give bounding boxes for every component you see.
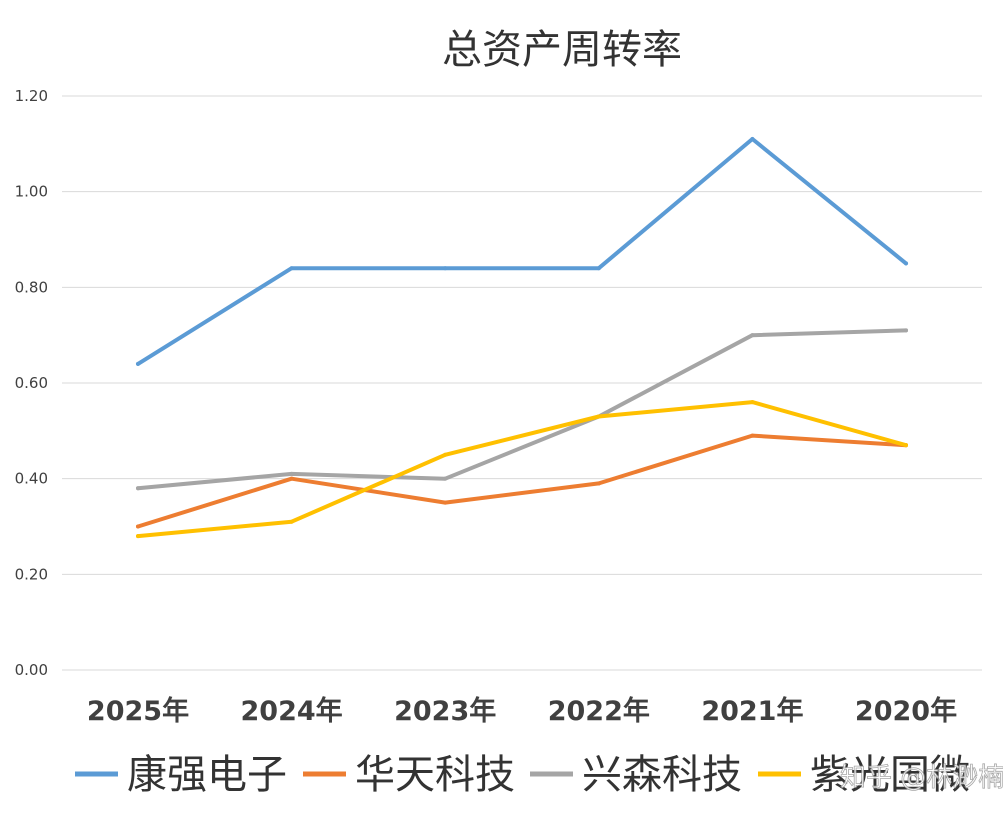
data-point — [443, 476, 448, 481]
y-axis: 0.00 0.20 0.40 0.60 0.80 1.00 1.20 — [15, 87, 48, 679]
data-point — [596, 414, 601, 419]
x-tick-label: 2022年 — [548, 695, 650, 727]
y-tick-label: 0.20 — [15, 565, 48, 583]
data-point — [136, 361, 140, 366]
data-point — [289, 476, 294, 481]
data-point — [289, 519, 294, 524]
y-tick-label: 1.00 — [15, 183, 48, 201]
chart-title: 总资产周转率 — [442, 27, 682, 73]
data-point — [750, 333, 755, 338]
data-point — [136, 534, 140, 539]
data-point — [289, 471, 294, 476]
gridlines — [62, 95, 982, 671]
data-point — [596, 266, 601, 271]
data-point — [904, 443, 908, 448]
y-tick-label: 0.00 — [15, 661, 48, 679]
data-point — [750, 433, 755, 438]
data-point — [443, 500, 448, 505]
legend: 康强电子 华天科技 兴森科技 紫光国微 — [75, 752, 970, 798]
y-tick-label: 1.20 — [15, 87, 48, 105]
data-point — [750, 400, 755, 405]
legend-label: 康强电子 — [127, 752, 287, 798]
data-point — [750, 137, 755, 142]
legend-item: 紫光国微 — [758, 752, 970, 798]
x-tick-label: 2023年 — [394, 695, 496, 727]
y-tick-label: 0.40 — [15, 470, 48, 488]
series-lines — [136, 137, 908, 539]
series-line — [136, 328, 908, 491]
x-tick-label: 2024年 — [241, 695, 343, 727]
data-point — [904, 328, 908, 333]
series-line — [136, 137, 908, 366]
y-tick-label: 0.60 — [15, 374, 48, 392]
data-point — [904, 261, 908, 266]
x-axis: 2025年 2024年 2023年 2022年 2021年 2020年 — [87, 695, 957, 727]
legend-label: 兴森科技 — [582, 752, 742, 798]
legend-label: 华天科技 — [355, 752, 515, 798]
x-tick-label: 2025年 — [87, 695, 189, 727]
data-point — [443, 452, 448, 457]
legend-label: 紫光国微 — [810, 752, 970, 798]
y-tick-label: 0.80 — [15, 278, 48, 296]
legend-item: 康强电子 — [75, 752, 287, 798]
series-line — [136, 400, 908, 539]
data-point — [136, 524, 140, 529]
legend-item: 兴森科技 — [530, 752, 742, 798]
x-tick-label: 2021年 — [701, 695, 803, 727]
data-point — [443, 266, 448, 271]
data-point — [289, 266, 294, 271]
data-point — [596, 481, 601, 486]
series-line — [136, 433, 908, 529]
watermark-text: 知乎 @林渺楠 — [840, 763, 1003, 793]
x-tick-label: 2020年 — [855, 695, 957, 727]
legend-item: 华天科技 — [303, 752, 515, 798]
data-point — [136, 486, 140, 491]
